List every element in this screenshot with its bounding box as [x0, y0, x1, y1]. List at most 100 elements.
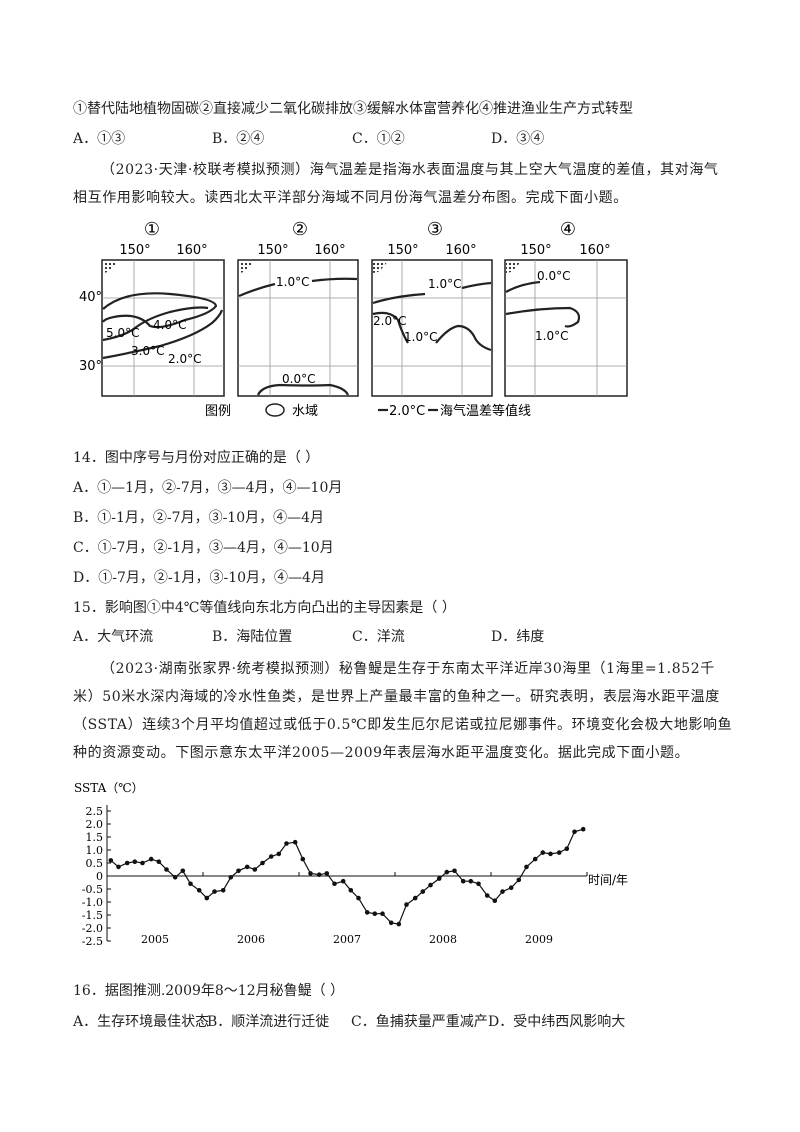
data-point [580, 826, 586, 832]
panel-label-4: ④ [560, 219, 576, 240]
data-point [252, 867, 258, 872]
q13-option-a[interactable]: A．①③ [73, 131, 126, 147]
map-panel-1: ① 150° 160° 40° 30° 5.0°C 4.0°C 3.0°C 2.… [79, 219, 225, 397]
data-point [428, 882, 433, 888]
panel1-lon-150: 150° [119, 243, 150, 258]
map-panel-4: ④ 150° 160° 0.0°C 1.0°C [504, 219, 628, 397]
data-point [220, 888, 226, 893]
data-point [412, 895, 418, 901]
legend-water-label: 水域 [292, 404, 318, 418]
panel3-lon-160: 160° [445, 243, 476, 258]
isoline-label: 1.0°C [404, 330, 437, 344]
data-point [540, 850, 546, 855]
q16-option-d[interactable]: D．受中纬西风影响大 [488, 1014, 626, 1030]
data-point [148, 856, 154, 862]
data-point [332, 881, 337, 887]
data-point [572, 829, 577, 835]
data-point [380, 911, 385, 916]
isoline-label: 0.0°C [282, 372, 315, 386]
data-point [196, 888, 202, 893]
q14-option-c[interactable]: C．①-7月，②-1月，③—4月，④—10月 [73, 540, 334, 556]
data-point [124, 860, 130, 866]
panel2-lon-160: 160° [314, 243, 345, 258]
isoline-label: 1.0°C [535, 329, 568, 343]
sea-air-temp-maps: ① 150° 160° 40° 30° 5.0°C 4.0°C 3.0°C 2.… [79, 219, 628, 418]
data-point [468, 878, 474, 884]
q14-option-a[interactable]: A．①—1月，②-7月，③—4月，④—10月 [73, 480, 343, 496]
panel-label-3: ③ [427, 219, 443, 240]
y-tick-label: -0.5 [82, 883, 103, 896]
y-tick-label: 0.5 [86, 857, 104, 870]
data-point [372, 911, 378, 916]
data-point [516, 877, 522, 883]
x-tick-label: 2005 [141, 933, 169, 946]
q14-option-b[interactable]: B．①-1月，②-7月，③-10月，④—4月 [73, 510, 325, 526]
q15-stem: 15．影响图①中4℃等值线向东北方向凸出的主导因素是（ ） [73, 600, 456, 616]
data-point [452, 868, 457, 874]
data-point [524, 864, 529, 870]
data-point [356, 895, 361, 901]
x-tick-label: 2007 [333, 933, 361, 946]
y-tick-label: -2.0 [82, 922, 103, 935]
map-panel-2: ② 150° 160° 1.0°C 0.0°C [237, 219, 359, 397]
data-point [284, 841, 289, 846]
q15-option-c[interactable]: C．洋流 [352, 629, 405, 645]
data-point [484, 893, 490, 898]
intro-options-line: ①替代陆地植物固碳②直接减少二氧化碳排放③缓解水体富营养化④推进渔业生产方式转型 [73, 101, 633, 117]
q13-option-b[interactable]: B．②④ [212, 131, 265, 147]
legend-title: 图例 [205, 404, 231, 418]
data-point [244, 864, 250, 870]
lat-label-30: 30° [79, 359, 102, 374]
q16-option-c[interactable]: C．鱼捕获量严重减产 [351, 1014, 488, 1030]
data-point [444, 869, 450, 875]
data-point [292, 839, 298, 845]
y-tick-label: -1.5 [82, 909, 103, 922]
panel-label-1: ① [144, 219, 160, 240]
isoline-label: 2.0°C [373, 314, 406, 328]
q14-option-d[interactable]: D．①-7月，②-1月，③-10月，④—4月 [73, 570, 325, 586]
y-tick-label: -1.0 [82, 896, 103, 909]
q16-option-a[interactable]: A．生存环境最佳状态 [73, 1014, 210, 1030]
data-point [340, 878, 346, 884]
isoline-label: 3.0°C [131, 344, 164, 358]
q15-option-b[interactable]: B．海陆位置 [212, 629, 293, 645]
data-point [300, 856, 306, 862]
data-point [212, 889, 217, 894]
x-tick-label: 2006 [237, 933, 265, 946]
q13-option-d[interactable]: D．③④ [491, 131, 545, 147]
data-point [324, 871, 330, 876]
y-tick-label: 1.0 [86, 844, 104, 857]
map-legend: 图例 水域 2.0°C 海气温差等值线 [205, 403, 531, 418]
data-point [316, 872, 322, 877]
data-point [476, 881, 481, 887]
q16-option-b[interactable]: B．顺洋流进行迁徙 [207, 1014, 330, 1030]
data-point [308, 871, 313, 876]
data-point [164, 867, 169, 872]
data-point [388, 920, 394, 926]
data-point [492, 898, 498, 903]
isoline-label: 5.0°C [106, 326, 139, 340]
q15-option-d[interactable]: D．纬度 [491, 629, 545, 645]
data-point [140, 860, 145, 866]
legend-isoline-label: 海气温差等值线 [440, 403, 531, 418]
data-point [420, 889, 426, 894]
q13-option-c[interactable]: C．①② [352, 131, 405, 147]
panel3-lon-150: 150° [387, 243, 418, 258]
x-tick-label: 2009 [525, 933, 553, 946]
passage-sea-air-temp: （2023·天津·校联考模拟预测）海气温差是指海水表面温度与其上空大气温度的差值… [73, 162, 719, 206]
data-point [108, 858, 114, 863]
data-point [348, 888, 354, 893]
x-tick-label: 2008 [429, 933, 457, 946]
data-point [236, 868, 241, 874]
isoline-label: 1.0°C [276, 275, 309, 289]
data-point [500, 889, 505, 894]
data-point [532, 856, 538, 862]
panel-label-2: ② [292, 219, 308, 240]
ssta-series-line [110, 828, 584, 925]
data-point [364, 910, 370, 915]
data-point [188, 881, 193, 887]
q15-option-a[interactable]: A．大气环流 [73, 629, 154, 645]
panel1-lon-160: 160° [176, 243, 207, 258]
data-point [556, 850, 562, 855]
isoline-label: 0.0°C [537, 269, 570, 283]
